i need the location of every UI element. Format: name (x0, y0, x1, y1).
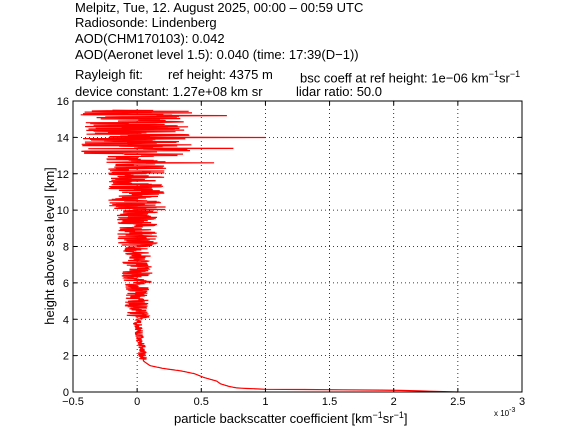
y-tick-label: 16 (57, 96, 69, 108)
lidar-ratio: lidar ratio: 50.0 (296, 84, 382, 99)
backscatter-profile-line (80, 109, 458, 393)
rayleigh-label: Rayleigh fit: (75, 67, 143, 82)
ref-height: ref height: 4375 m (168, 67, 273, 82)
bsc-coeff-text: bsc coeff at ref height: 1e−06 km−1sr−1 (300, 69, 521, 86)
y-tick-label: 2 (63, 351, 69, 363)
title-line-2: Radiosonde: Lindenberg (75, 15, 217, 30)
x-tick-label: 1.5 (322, 396, 337, 408)
grid-lines (73, 101, 522, 392)
x-tick-label: 0 (134, 396, 140, 408)
x-axis-label: particle backscatter coefficient [km−1sr… (174, 410, 407, 426)
x-tick-label: 2 (391, 396, 397, 408)
x-tick-label: −0.5 (62, 396, 84, 408)
x-tick-label: 1 (262, 396, 268, 408)
title-line-4: AOD(Aeronet level 1.5): 0.040 (time: 17:… (75, 47, 359, 62)
y-tick-label: 6 (63, 278, 69, 290)
x-tick-label: 0.5 (194, 396, 209, 408)
x-tick-label: 3 (519, 396, 525, 408)
title-line-1: Melpitz, Tue, 12. August 2025, 00:00 – 0… (75, 0, 364, 15)
y-tick-label: 8 (63, 242, 69, 254)
y-tick-label: 14 (57, 132, 69, 144)
x-axis-label-main: particle backscatter coefficient [km (174, 411, 372, 426)
x-exponent-label: x 10-3 (494, 407, 515, 418)
x-tick-label: 2.5 (450, 396, 465, 408)
y-tick-label: 0 (63, 387, 69, 399)
bsc-coeff-label: bsc coeff at ref height: 1e−06 km (300, 70, 489, 86)
y-tick-label: 10 (57, 205, 69, 217)
y-tick-label: 4 (63, 314, 69, 326)
device-constant: device constant: 1.27e+08 km sr (75, 84, 263, 99)
y-axis-label: height above sea level [km] (42, 167, 57, 325)
title-line-3: AOD(CHM170103): 0.042 (75, 31, 225, 46)
y-tick-label: 12 (57, 169, 69, 181)
